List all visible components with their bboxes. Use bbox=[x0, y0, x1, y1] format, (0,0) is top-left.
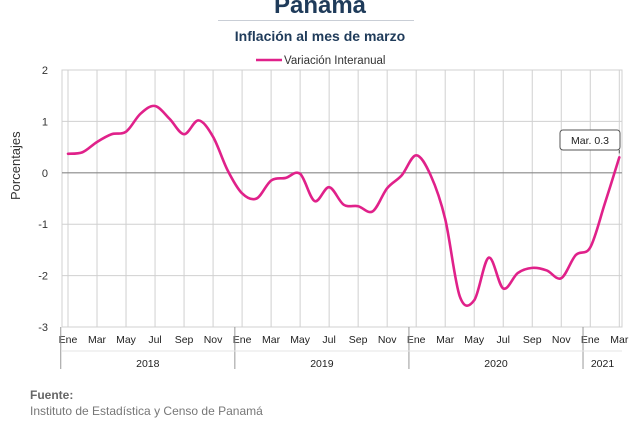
source-text: Instituto de Estadística y Censo de Pana… bbox=[30, 404, 263, 418]
x-tick-label: Jul bbox=[322, 334, 335, 346]
annotation-box bbox=[559, 129, 621, 151]
x-tick-label: Ene bbox=[581, 334, 600, 346]
x-tick-label: May bbox=[464, 334, 485, 346]
x-tick-label: Ene bbox=[407, 334, 426, 346]
year-label: 2021 bbox=[591, 358, 615, 370]
annotation-label: Mar. 0.3 bbox=[571, 135, 609, 147]
x-tick-label: Jul bbox=[497, 334, 510, 346]
series-line-variacion-interanual bbox=[66, 104, 621, 307]
y-axis-title: Porcentajes bbox=[8, 131, 23, 200]
x-tick-label: Jul bbox=[148, 334, 161, 346]
x-tick-label: Nov bbox=[204, 334, 223, 346]
x-tick-label: May bbox=[290, 334, 311, 346]
y-tick-label: -1 bbox=[38, 219, 48, 231]
legend: Variación Interanual bbox=[256, 55, 385, 67]
title-divider bbox=[218, 20, 414, 21]
x-tick-label: Mar bbox=[610, 334, 629, 346]
x-tick-label: Mar bbox=[88, 334, 107, 346]
y-tick-label: -2 bbox=[38, 271, 48, 283]
x-tick-label: Nov bbox=[378, 334, 397, 346]
x-tick-label: Ene bbox=[233, 334, 252, 346]
chart-subtitle: Inflación al mes de marzo bbox=[234, 28, 406, 44]
page-title: Panamá bbox=[273, 0, 367, 19]
legend-label: Variación Interanual bbox=[284, 55, 385, 67]
x-tick-label: Nov bbox=[552, 334, 571, 346]
x-tick-label: Sep bbox=[523, 334, 542, 346]
y-tick-label: 2 bbox=[42, 65, 48, 77]
y-tick-label: 0 bbox=[42, 168, 48, 180]
year-label: 2020 bbox=[484, 358, 508, 370]
x-tick-label: Sep bbox=[349, 334, 368, 346]
y-tick-label: 1 bbox=[42, 116, 48, 128]
x-tick-label: May bbox=[116, 334, 137, 346]
x-tick-label: Ene bbox=[59, 334, 78, 346]
x-tick-label: Sep bbox=[175, 334, 194, 346]
x-tick-label: Mar bbox=[262, 334, 281, 346]
source-label: Fuente: bbox=[30, 388, 74, 402]
x-tick-label: Mar bbox=[436, 334, 455, 346]
year-label: 2018 bbox=[136, 358, 160, 370]
y-tick-label: -3 bbox=[38, 322, 48, 334]
year-label: 2019 bbox=[310, 358, 334, 370]
